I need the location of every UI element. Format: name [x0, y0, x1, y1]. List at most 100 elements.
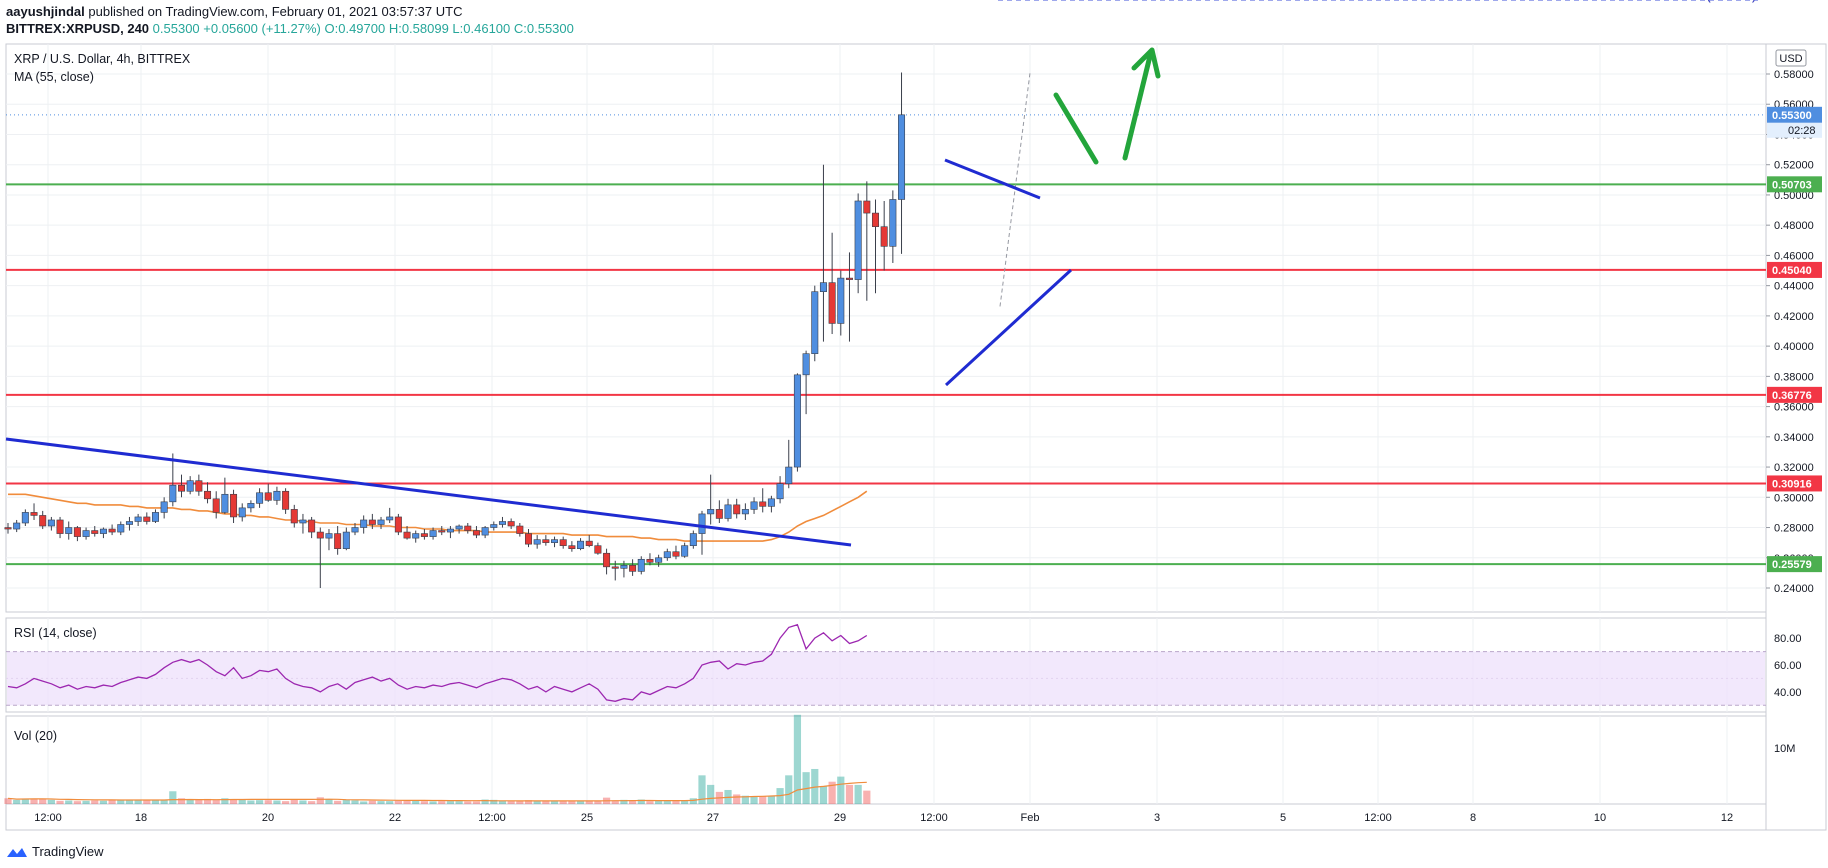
volume-pane[interactable]: [5, 715, 1767, 805]
volume-bar[interactable]: [759, 796, 767, 804]
candle[interactable]: [169, 453, 177, 507]
volume-bar[interactable]: [99, 800, 108, 804]
price-badge[interactable]: [1767, 386, 1822, 403]
candle[interactable]: [273, 486, 281, 505]
candle[interactable]: [212, 491, 220, 519]
volume-bar[interactable]: [212, 799, 220, 804]
volume-bar[interactable]: [91, 800, 99, 804]
volume-bar[interactable]: [290, 799, 298, 804]
volume-bar[interactable]: [238, 799, 246, 804]
volume-bar[interactable]: [585, 801, 593, 804]
candle[interactable]: [334, 526, 342, 555]
candle[interactable]: [577, 538, 585, 551]
candle[interactable]: [143, 512, 151, 525]
volume-bar[interactable]: [620, 799, 628, 804]
volume-bar[interactable]: [403, 800, 411, 804]
volume-bar[interactable]: [533, 800, 541, 804]
volume-bar[interactable]: [412, 800, 420, 804]
volume-bar[interactable]: [490, 799, 498, 804]
volume-bar[interactable]: [542, 801, 550, 804]
volume-bar[interactable]: [247, 800, 255, 804]
candle[interactable]: [56, 516, 64, 539]
candle[interactable]: [151, 509, 159, 523]
price-badge[interactable]: [1767, 475, 1822, 492]
candle[interactable]: [776, 476, 784, 504]
volume-bar[interactable]: [689, 798, 697, 804]
volume-bar[interactable]: [672, 800, 680, 804]
volume-bar[interactable]: [420, 801, 428, 804]
volume-bar[interactable]: [377, 801, 385, 804]
candle[interactable]: [186, 476, 194, 495]
candle[interactable]: [99, 527, 107, 539]
candle[interactable]: [368, 513, 376, 530]
volume-bar[interactable]: [594, 801, 602, 804]
volume-bar[interactable]: [793, 714, 802, 804]
candle[interactable]: [611, 560, 619, 581]
candle[interactable]: [160, 497, 168, 519]
candle[interactable]: [819, 164, 827, 342]
volume-bar[interactable]: [524, 800, 533, 804]
volume-bar[interactable]: [21, 798, 29, 804]
volume-bar[interactable]: [282, 801, 290, 804]
volume-bar[interactable]: [394, 800, 402, 804]
candle[interactable]: [750, 497, 758, 514]
volume-bar[interactable]: [30, 798, 38, 804]
volume-bar[interactable]: [576, 801, 585, 804]
candle[interactable]: [898, 72, 906, 254]
volume-bar[interactable]: [707, 784, 715, 804]
candle[interactable]: [290, 504, 298, 528]
volume-bar[interactable]: [568, 801, 576, 804]
candle[interactable]: [420, 529, 428, 540]
volume-bar[interactable]: [837, 776, 845, 804]
candle[interactable]: [767, 495, 775, 513]
volume-bar[interactable]: [455, 801, 463, 804]
candle[interactable]: [481, 526, 489, 539]
volume-bar[interactable]: [342, 799, 350, 804]
candle[interactable]: [707, 474, 715, 525]
candle[interactable]: [802, 350, 810, 415]
volume-bar[interactable]: [498, 800, 507, 804]
candle[interactable]: [325, 529, 333, 551]
volume-bar[interactable]: [151, 799, 160, 804]
volume-bar[interactable]: [229, 799, 238, 804]
candle[interactable]: [871, 199, 879, 294]
volume-bar[interactable]: [785, 775, 793, 804]
volume-bar[interactable]: [160, 799, 168, 804]
volume-bar[interactable]: [559, 801, 567, 804]
volume-bar[interactable]: [368, 800, 376, 804]
candle[interactable]: [438, 526, 446, 536]
volume-bar[interactable]: [308, 801, 316, 804]
currency-button[interactable]: [1775, 49, 1807, 67]
volume-bar[interactable]: [845, 784, 854, 804]
candle[interactable]: [264, 483, 272, 502]
volume-bar[interactable]: [681, 800, 689, 804]
candle[interactable]: [446, 526, 454, 539]
candle[interactable]: [472, 526, 480, 539]
candle[interactable]: [412, 530, 420, 543]
candle[interactable]: [360, 515, 368, 534]
candle[interactable]: [698, 510, 706, 555]
volume-bar[interactable]: [663, 800, 671, 804]
candle[interactable]: [854, 193, 862, 294]
candle[interactable]: [689, 530, 697, 549]
candle[interactable]: [559, 536, 567, 549]
volume-bar[interactable]: [4, 798, 12, 804]
volume-bar[interactable]: [646, 801, 654, 804]
candle[interactable]: [733, 498, 741, 519]
volume-bar[interactable]: [767, 795, 775, 804]
rsi-legend[interactable]: RSI (14, close): [14, 626, 97, 640]
candle[interactable]: [811, 285, 819, 362]
candle[interactable]: [568, 541, 576, 552]
candle[interactable]: [73, 526, 81, 542]
candle[interactable]: [204, 482, 212, 504]
candle[interactable]: [524, 529, 532, 548]
candle[interactable]: [551, 536, 559, 548]
candle[interactable]: [30, 503, 38, 520]
candle[interactable]: [837, 270, 845, 336]
volume-bar[interactable]: [698, 775, 706, 804]
candle[interactable]: [108, 524, 116, 536]
volume-bar[interactable]: [73, 801, 81, 804]
volume-bar[interactable]: [316, 797, 324, 804]
volume-bar[interactable]: [481, 799, 489, 804]
candle[interactable]: [21, 509, 29, 527]
